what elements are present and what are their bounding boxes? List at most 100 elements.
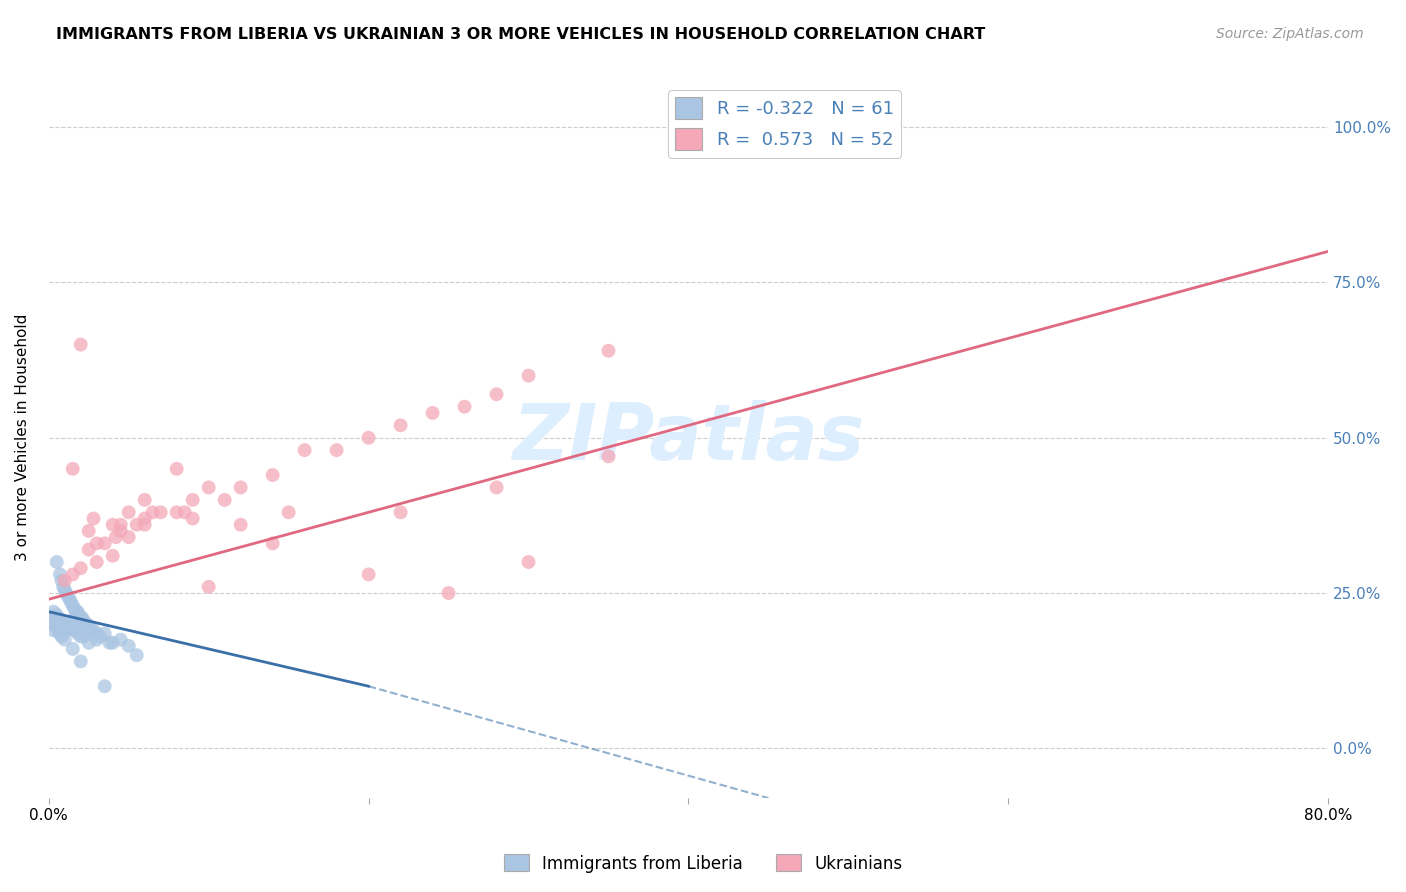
Point	[83, 624, 105, 638]
Point	[62, 599, 84, 613]
Point	[142, 505, 165, 519]
Point	[173, 505, 195, 519]
Point	[262, 536, 284, 550]
Point	[93, 626, 115, 640]
Point	[453, 400, 475, 414]
Point	[86, 536, 108, 550]
Point	[62, 642, 84, 657]
Point	[325, 443, 347, 458]
Point	[69, 654, 91, 668]
Point	[56, 589, 79, 603]
Point	[53, 632, 76, 647]
Point	[49, 626, 72, 640]
Point	[42, 624, 65, 638]
Point	[197, 480, 219, 494]
Point	[86, 632, 108, 647]
Point	[66, 626, 89, 640]
Point	[357, 431, 380, 445]
Point	[72, 611, 94, 625]
Point	[101, 636, 124, 650]
Point	[77, 636, 100, 650]
Point	[104, 530, 127, 544]
Point	[134, 492, 156, 507]
Point	[76, 617, 98, 632]
Point	[229, 517, 252, 532]
Point	[134, 511, 156, 525]
Point	[62, 567, 84, 582]
Point	[389, 505, 412, 519]
Point	[422, 406, 444, 420]
Point	[93, 679, 115, 693]
Point	[53, 574, 76, 588]
Point	[51, 574, 73, 588]
Point	[181, 492, 204, 507]
Point	[118, 505, 141, 519]
Point	[517, 555, 540, 569]
Point	[60, 595, 83, 609]
Point	[56, 620, 79, 634]
Point	[437, 586, 460, 600]
Point	[58, 592, 80, 607]
Point	[73, 630, 96, 644]
Point	[110, 632, 132, 647]
Point	[45, 555, 67, 569]
Point	[53, 620, 76, 634]
Point	[93, 536, 115, 550]
Point	[46, 624, 69, 638]
Legend: Immigrants from Liberia, Ukrainians: Immigrants from Liberia, Ukrainians	[496, 847, 910, 880]
Point	[277, 505, 299, 519]
Point	[46, 611, 69, 625]
Point	[62, 620, 84, 634]
Point	[51, 630, 73, 644]
Point	[77, 620, 100, 634]
Point	[65, 605, 87, 619]
Point	[83, 511, 105, 525]
Point	[110, 524, 132, 538]
Point	[41, 617, 63, 632]
Point	[69, 630, 91, 644]
Point	[45, 607, 67, 622]
Point	[52, 617, 75, 632]
Point	[52, 580, 75, 594]
Legend: R = -0.322   N = 61, R =  0.573   N = 52: R = -0.322 N = 61, R = 0.573 N = 52	[668, 90, 901, 158]
Point	[69, 611, 91, 625]
Point	[49, 614, 72, 628]
Point	[110, 517, 132, 532]
Point	[101, 549, 124, 563]
Point	[125, 517, 148, 532]
Point	[86, 555, 108, 569]
Point	[73, 614, 96, 628]
Point	[69, 561, 91, 575]
Point	[598, 450, 620, 464]
Point	[60, 614, 83, 628]
Point	[118, 639, 141, 653]
Point	[75, 617, 97, 632]
Point	[55, 624, 77, 638]
Point	[58, 617, 80, 632]
Point	[197, 580, 219, 594]
Point	[77, 542, 100, 557]
Point	[598, 343, 620, 358]
Point	[45, 620, 67, 634]
Point	[485, 387, 508, 401]
Text: IMMIGRANTS FROM LIBERIA VS UKRAINIAN 3 OR MORE VEHICLES IN HOUSEHOLD CORRELATION: IMMIGRANTS FROM LIBERIA VS UKRAINIAN 3 O…	[56, 27, 986, 42]
Point	[51, 617, 73, 632]
Point	[77, 524, 100, 538]
Point	[42, 605, 65, 619]
Point	[63, 624, 86, 638]
Point	[357, 567, 380, 582]
Point	[65, 624, 87, 638]
Text: Source: ZipAtlas.com: Source: ZipAtlas.com	[1216, 27, 1364, 41]
Point	[149, 505, 172, 519]
Point	[517, 368, 540, 383]
Point	[53, 582, 76, 597]
Point	[294, 443, 316, 458]
Point	[66, 605, 89, 619]
Y-axis label: 3 or more Vehicles in Household: 3 or more Vehicles in Household	[15, 314, 30, 561]
Point	[44, 617, 66, 632]
Point	[98, 636, 121, 650]
Point	[166, 505, 188, 519]
Point	[389, 418, 412, 433]
Point	[214, 492, 236, 507]
Point	[134, 517, 156, 532]
